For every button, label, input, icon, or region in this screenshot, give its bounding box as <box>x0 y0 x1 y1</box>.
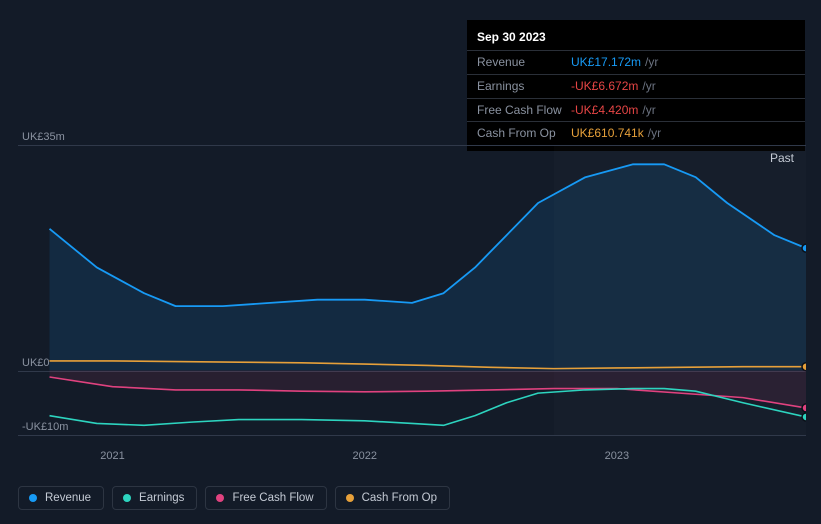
grid-line <box>18 435 806 436</box>
tooltip-row-unit: /yr <box>645 54 658 71</box>
legend-item-revenue[interactable]: Revenue <box>18 486 104 510</box>
legend-item-cash-from-op[interactable]: Cash From Op <box>335 486 450 510</box>
x-axis: 2021 2022 2023 <box>18 450 806 466</box>
tooltip-row-label: Cash From Op <box>477 125 571 142</box>
legend-swatch <box>29 494 37 502</box>
tooltip-row: RevenueUK£17.172m/yr <box>467 50 805 74</box>
tooltip-row-unit: /yr <box>648 125 661 142</box>
tooltip-date: Sep 30 2023 <box>467 26 805 50</box>
legend-label: Cash From Op <box>362 492 437 504</box>
legend-swatch <box>216 494 224 502</box>
chart-svg <box>18 145 806 435</box>
tooltip-row-unit: /yr <box>642 78 655 95</box>
tooltip-row-value: UK£610.741k <box>571 125 644 142</box>
series-end-marker <box>802 363 806 371</box>
x-axis-label: 2023 <box>605 450 629 462</box>
data-tooltip: Sep 30 2023 RevenueUK£17.172m/yrEarnings… <box>467 20 805 151</box>
legend-item-free-cash-flow[interactable]: Free Cash Flow <box>205 486 326 510</box>
tooltip-row-value: -UK£4.420m <box>571 102 638 119</box>
tooltip-row-unit: /yr <box>642 102 655 119</box>
tooltip-row-label: Revenue <box>477 54 571 71</box>
series-end-marker <box>802 404 806 412</box>
legend-label: Revenue <box>45 492 91 504</box>
tooltip-row-value: -UK£6.672m <box>571 78 638 95</box>
chart-container: Sep 30 2023 RevenueUK£17.172m/yrEarnings… <box>0 0 821 524</box>
x-axis-label: 2022 <box>352 450 376 462</box>
tooltip-row: Free Cash Flow-UK£4.420m/yr <box>467 98 805 122</box>
series-end-marker <box>802 244 806 252</box>
y-axis-label: UK£35m <box>22 131 65 143</box>
legend-swatch <box>123 494 131 502</box>
tooltip-row-value: UK£17.172m <box>571 54 641 71</box>
legend-label: Earnings <box>139 492 184 504</box>
tooltip-row-label: Free Cash Flow <box>477 102 571 119</box>
x-axis-label: 2021 <box>100 450 124 462</box>
series-end-marker <box>802 413 806 421</box>
legend-label: Free Cash Flow <box>232 492 313 504</box>
legend: Revenue Earnings Free Cash Flow Cash From O… <box>18 486 450 510</box>
series-area-revenue <box>50 164 806 370</box>
tooltip-row-label: Earnings <box>477 78 571 95</box>
tooltip-row: Earnings-UK£6.672m/yr <box>467 74 805 98</box>
legend-item-earnings[interactable]: Earnings <box>112 486 197 510</box>
legend-swatch <box>346 494 354 502</box>
chart-area[interactable]: Past <box>18 145 806 435</box>
tooltip-row: Cash From OpUK£610.741k/yr <box>467 121 805 145</box>
